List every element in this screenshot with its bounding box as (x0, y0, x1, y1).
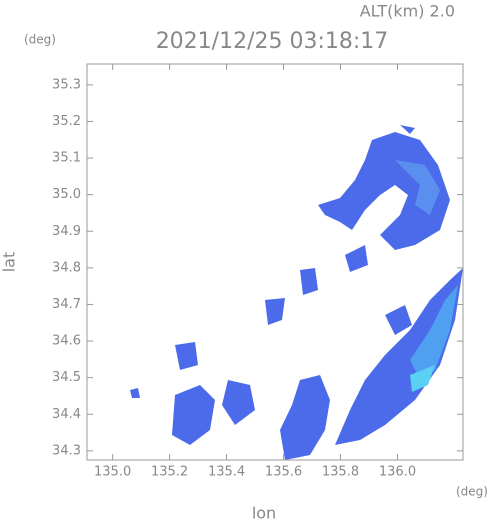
x-tick-label: 135.6 (265, 465, 302, 480)
y-unit: (deg) (24, 33, 56, 47)
radar-echo (130, 125, 463, 460)
plot-frame (86, 63, 464, 461)
y-tick-label: 34.3 (52, 443, 81, 458)
y-tick-label: 35.3 (52, 77, 81, 92)
y-tick-label: 34.8 (52, 260, 81, 275)
x-tick-label: 135.4 (208, 465, 245, 480)
x-unit: (deg) (456, 485, 488, 499)
y-axis-label: lat (0, 252, 19, 273)
y-tick-label: 35.1 (52, 151, 81, 166)
y-tick-label: 34.9 (52, 224, 81, 239)
x-tick-label: 135.0 (94, 465, 131, 480)
y-tick-label: 34.5 (52, 370, 81, 385)
y-tick-label: 34.7 (52, 297, 81, 312)
x-tick-label: 136.0 (379, 465, 416, 480)
y-tick-label: 35.2 (52, 114, 81, 129)
chart-title: 2021/12/25 03:18:17 (156, 29, 389, 54)
x-tick-label: 135.2 (151, 465, 188, 480)
subtitle: ALT(km) 2.0 (360, 2, 455, 21)
x-axis-label: lon (252, 504, 276, 521)
y-tick-label: 34.6 (52, 334, 81, 349)
x-tick-label: 135.8 (322, 465, 359, 480)
y-tick-label: 34.4 (52, 407, 81, 422)
y-tick-label: 35.0 (52, 187, 81, 202)
